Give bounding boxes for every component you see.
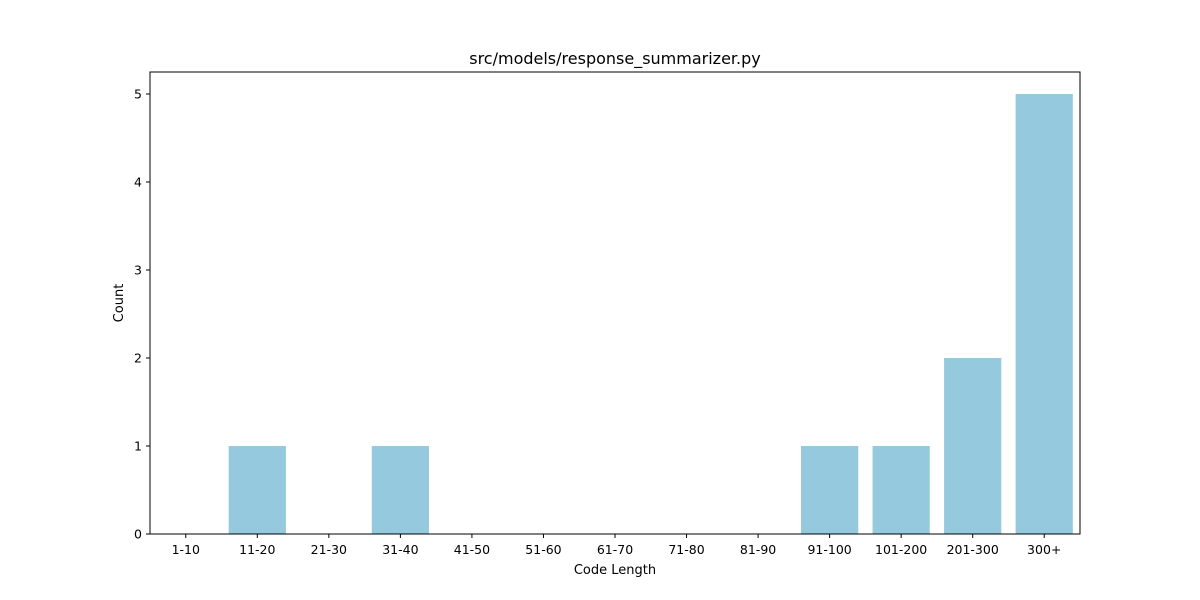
- x-tick-label: 41-50: [454, 542, 490, 557]
- x-tick-label: 300+: [1027, 542, 1061, 557]
- y-tick-label: 1: [134, 439, 142, 454]
- x-tick-label: 101-200: [875, 542, 927, 557]
- x-tick-label: 21-30: [311, 542, 347, 557]
- chart-title: src/models/response_summarizer.py: [469, 49, 761, 69]
- y-tick-label: 5: [134, 87, 142, 102]
- y-tick-label: 2: [134, 351, 142, 366]
- bar-91-100: [801, 446, 859, 534]
- plot-frame: [149, 71, 1081, 535]
- x-tick-label: 51-60: [525, 542, 561, 557]
- bar-11-20: [228, 446, 286, 534]
- x-tick-label: 81-90: [740, 542, 776, 557]
- bars: [228, 94, 1073, 534]
- x-axis-ticks: 1-10 11-20 21-30 31-40 41-50 51-60 61-70 71-80 8…: [172, 534, 1061, 557]
- x-tick-label: 71-80: [668, 542, 704, 557]
- x-tick-label: 91-100: [807, 542, 851, 557]
- bar-101-200: [872, 446, 930, 534]
- x-tick-label: 11-20: [239, 542, 275, 557]
- y-axis-ticks: 0 1 2 3 4 5: [134, 87, 150, 542]
- x-tick-label: 61-70: [597, 542, 633, 557]
- bar-201-300: [944, 358, 1002, 534]
- bar-31-40: [371, 446, 429, 534]
- y-tick-label: 0: [134, 527, 142, 542]
- y-tick-label: 4: [134, 175, 142, 190]
- y-axis-label: Count: [112, 284, 127, 323]
- x-tick-label: 31-40: [382, 542, 418, 557]
- x-tick-label: 201-300: [947, 542, 999, 557]
- x-tick-label: 1-10: [172, 542, 200, 557]
- bar-300+: [1015, 94, 1073, 534]
- y-tick-label: 3: [134, 263, 142, 278]
- x-axis-label: Code Length: [574, 563, 656, 578]
